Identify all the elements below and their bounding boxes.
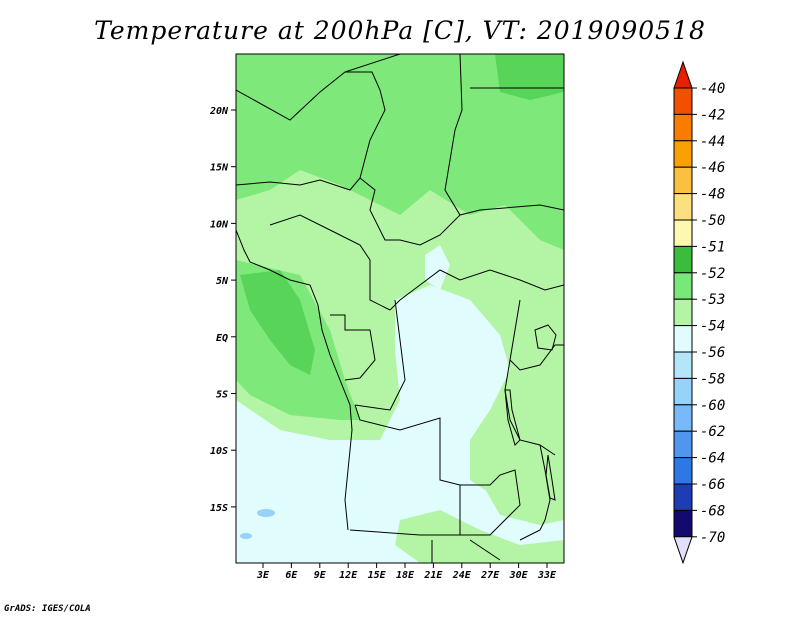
lake-malawi (545, 454, 556, 501)
field-small-paleblue (425, 245, 450, 290)
longitude-axis: 3E 6E 9E 12E 15E 18E 21E 24E 27E 30E 33E (256, 563, 557, 581)
colorbar-label: -52 (700, 266, 725, 282)
colorbar-label: -64 (700, 451, 725, 467)
lon-tick-label: 33E (537, 570, 557, 581)
colorbar-label: -68 (700, 503, 725, 519)
colorbar-box (673, 325, 693, 353)
colorbar-label: -56 (700, 345, 725, 361)
colorbar-box (673, 483, 693, 511)
colorbar-box (673, 509, 693, 538)
lat-tick-label: 10N (210, 219, 229, 230)
country-borders (236, 54, 564, 563)
lat-tick-label: 5S (216, 390, 228, 401)
lon-tick-label: 12E (339, 570, 358, 581)
lat-tick-label: 20N (209, 106, 229, 117)
lon-tick-label: 15E (368, 570, 387, 581)
colorbar-box (673, 404, 693, 432)
border-angola (349, 404, 461, 536)
lat-tick-label: EQ (216, 333, 228, 344)
lon-tick-label: 21E (423, 570, 443, 581)
colorbar-top-arrow (673, 60, 693, 89)
lon-tick-label: 27E (480, 570, 500, 581)
lat-tick-label: 15N (210, 163, 229, 174)
colorbar-box (673, 245, 693, 274)
lon-tick-label: 9E (314, 570, 327, 581)
colorbar-label: -70 (700, 530, 725, 546)
field-northeast-darkgreen (495, 54, 564, 100)
colorbar-box (673, 166, 693, 195)
temperature-field (236, 54, 564, 563)
colorbar-box (673, 113, 693, 142)
lon-tick-label: 30E (509, 570, 529, 581)
colorbar-box (673, 298, 693, 327)
field-spot-blue-1 (257, 509, 275, 517)
border-central-4 (389, 269, 564, 311)
field-central-paleblue (236, 285, 564, 563)
colorbar-label: -50 (700, 213, 725, 229)
border-central-1 (359, 177, 461, 246)
plot-frame (235, 53, 565, 564)
colorbar: -40 -42 -44 -46 -48 -50 -51 -52 -53 -54 -56 -58 -60 -… (673, 60, 725, 565)
border-north-2 (344, 54, 401, 73)
colorbar-label: -46 (700, 160, 725, 176)
credit-text: GrADS: IGES/COLA (4, 604, 91, 614)
colorbar-label: -44 (700, 134, 725, 150)
colorbar-label: -62 (700, 424, 725, 440)
lon-tick-label: 24E (452, 570, 472, 581)
map-title: Temperature at 200hPa [C], VT: 201909051… (94, 16, 706, 45)
colorbar-box (673, 193, 693, 221)
coastline-west (236, 229, 353, 531)
colorbar-box (673, 140, 693, 168)
lon-tick-label: 6E (285, 570, 298, 581)
lake-victoria (534, 324, 557, 351)
field-southeast-lightgreen (395, 510, 564, 563)
border-zambia (460, 469, 521, 536)
field-north-green (236, 54, 564, 250)
border-north-1 (236, 71, 386, 179)
lat-tick-label: 5N (216, 276, 229, 287)
colorbar-box (673, 457, 693, 485)
border-east-lakes (509, 344, 564, 371)
colorbar-box (673, 430, 693, 459)
field-spot-blue-2 (240, 533, 252, 539)
field-west-darkgreen (240, 270, 315, 375)
colorbar-bottom-arrow (673, 536, 693, 565)
colorbar-box (673, 351, 693, 379)
colorbar-label: -66 (700, 477, 725, 493)
border-drc-east (504, 299, 556, 456)
lake-tanganyika (504, 389, 521, 446)
border-congo-2 (354, 299, 406, 411)
lat-tick-label: 15S (210, 503, 228, 514)
colorbar-label: -53 (700, 292, 725, 308)
colorbar-label: -42 (700, 107, 725, 123)
colorbar-box (673, 377, 693, 406)
field-south-lightgreen (480, 470, 564, 525)
colorbar-box (673, 272, 693, 300)
border-east-north (444, 54, 564, 216)
colorbar-label: -58 (700, 371, 725, 387)
lon-tick-label: 3E (256, 570, 270, 581)
colorbar-label: -48 (700, 187, 725, 203)
colorbar-label: -54 (700, 319, 725, 335)
latitude-axis: 20N 15N 10N 5N EQ 5S 10S 15S (209, 106, 236, 514)
colorbar-box (673, 219, 693, 247)
lat-tick-label: 10S (210, 446, 228, 457)
border-congo-1 (330, 314, 376, 381)
border-central-2 (236, 177, 361, 191)
colorbar-label: -51 (700, 239, 725, 255)
border-south (431, 539, 501, 563)
lon-tick-label: 18E (396, 570, 415, 581)
colorbar-box (673, 87, 693, 115)
colorbar-label: -40 (700, 81, 725, 97)
colorbar-label: -60 (700, 398, 725, 414)
border-east-lower (519, 444, 551, 541)
border-central-3 (269, 214, 391, 311)
